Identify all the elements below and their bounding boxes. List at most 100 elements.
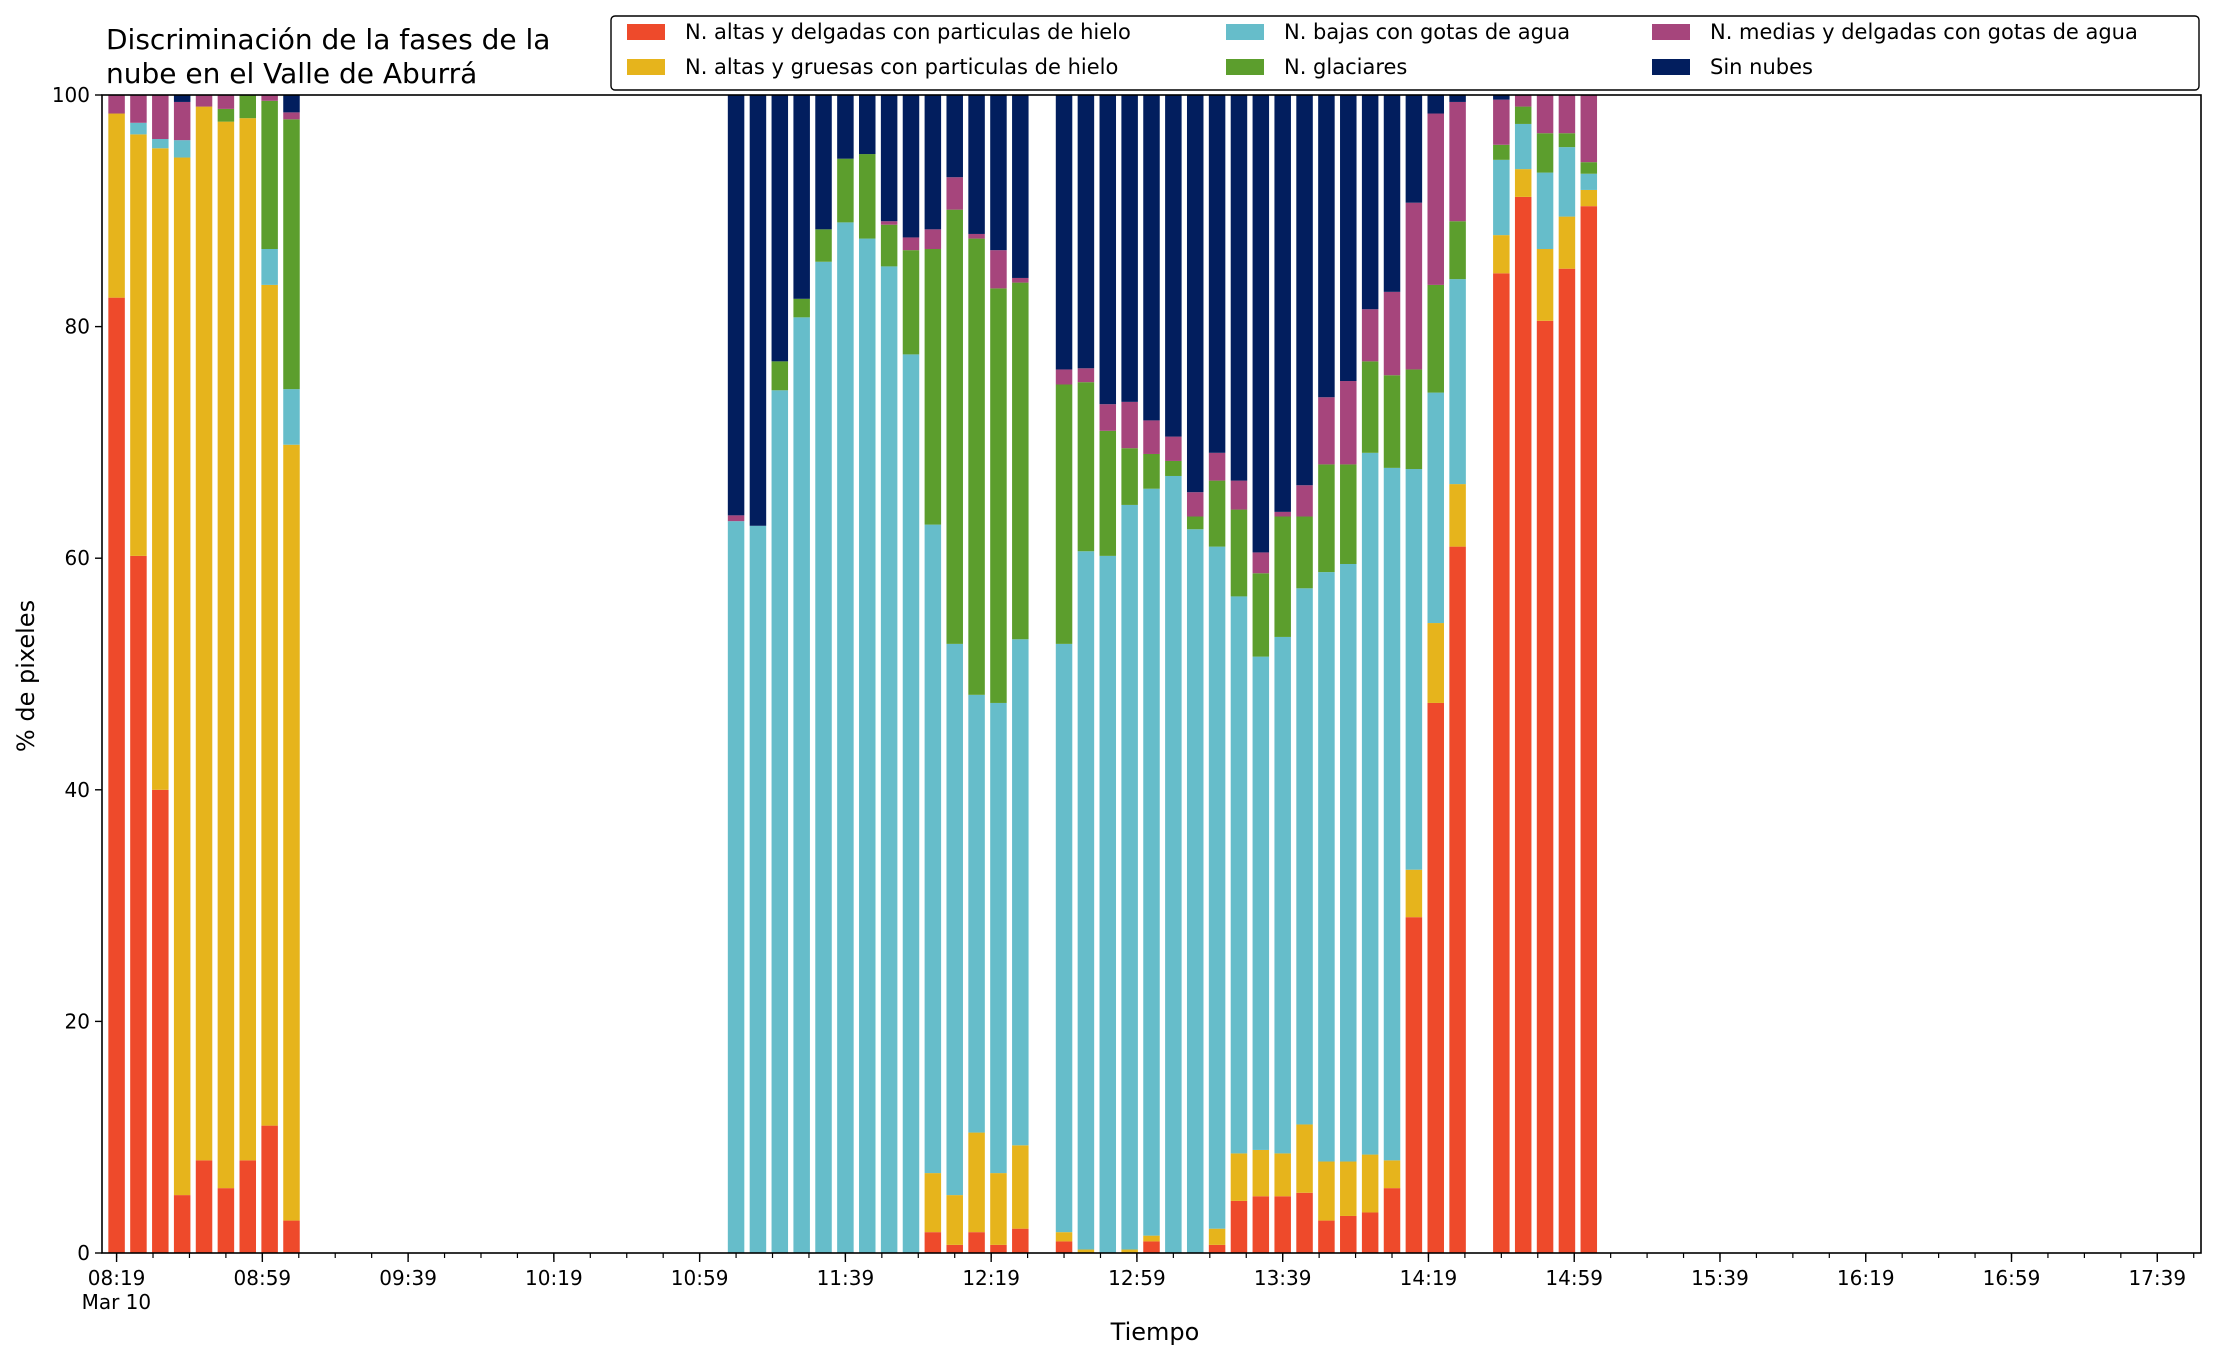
bar-segment-3 xyxy=(880,266,898,1253)
bar-segment-5 xyxy=(1077,368,1095,383)
bar-segment-1 xyxy=(1318,1220,1335,1253)
y-tick-label: 40 xyxy=(65,778,90,802)
bar-segment-5 xyxy=(152,95,169,139)
bar-segment-3 xyxy=(1427,392,1444,624)
bar-segment-3 xyxy=(1580,173,1598,190)
bar-segment-4 xyxy=(1296,516,1313,589)
bar-segment-5 xyxy=(902,237,920,251)
bar-0837 xyxy=(173,95,191,1253)
x-tick-label: 13:39 xyxy=(1254,1266,1312,1290)
bar-segment-4 xyxy=(217,108,235,122)
y-tick-label: 60 xyxy=(65,546,90,570)
y-tick-label: 80 xyxy=(65,315,90,339)
bar-segment-4 xyxy=(815,229,832,262)
bar-segment-5 xyxy=(217,95,235,109)
bar-segment-5 xyxy=(968,233,985,239)
bar-segment-1 xyxy=(108,297,125,1253)
bar-segment-4 xyxy=(1318,464,1335,573)
bar-segment-6 xyxy=(859,95,876,155)
bar-1221 xyxy=(990,95,1007,1253)
legend-label: N. altas y gruesas con particulas de hie… xyxy=(685,55,1118,79)
bar-segment-3 xyxy=(859,238,876,1254)
bar-segment-6 xyxy=(990,95,1007,251)
bar-segment-1 xyxy=(946,1244,963,1253)
y-tick-label: 100 xyxy=(52,83,90,107)
legend-item: N. altas y gruesas con particulas de hie… xyxy=(627,55,1118,79)
bar-segment-6 xyxy=(1077,95,1095,369)
bar-segment-4 xyxy=(1580,162,1598,174)
bar-segment-5 xyxy=(1165,436,1182,461)
legend-swatch xyxy=(627,24,665,40)
bar-segment-3 xyxy=(130,122,147,135)
bar-segment-4 xyxy=(837,158,854,223)
x-tick-label: 14:59 xyxy=(1545,1266,1603,1290)
bar-segment-3 xyxy=(1383,467,1401,1161)
bar-segment-1 xyxy=(1012,1228,1029,1253)
bar-segment-6 xyxy=(946,95,963,178)
bar-segment-5 xyxy=(1361,309,1379,362)
bar-1339 xyxy=(1274,95,1291,1253)
plot-frame xyxy=(101,94,2202,1254)
bar-segment-3 xyxy=(1449,279,1466,485)
bar-segment-4 xyxy=(1230,509,1248,597)
bar-segment-6 xyxy=(924,95,942,230)
bar-segment-1 xyxy=(1405,917,1423,1253)
bar-1133 xyxy=(815,95,832,1253)
bar-segment-2 xyxy=(946,1195,963,1245)
bar-segment-1 xyxy=(152,789,169,1253)
bar-segment-1 xyxy=(283,1220,300,1253)
bar-segment-3 xyxy=(968,694,985,1133)
legend-item: N. altas y delgadas con particulas de hi… xyxy=(627,20,1131,44)
bar-segment-2 xyxy=(1361,1154,1379,1213)
bar-segment-2 xyxy=(1514,169,1532,197)
bar-segment-1 xyxy=(1427,702,1444,1253)
bar-segment-3 xyxy=(727,521,745,1253)
bar-segment-2 xyxy=(1208,1228,1226,1245)
bar-segment-5 xyxy=(108,95,125,114)
bar-segment-6 xyxy=(880,95,898,222)
bar-segment-5 xyxy=(1514,95,1532,107)
bar-segment-6 xyxy=(1449,95,1466,102)
bar-segment-4 xyxy=(1514,106,1532,124)
bar-segment-6 xyxy=(173,95,191,102)
bar-1109 xyxy=(727,95,745,1253)
chart-title-line-2: nube en el Valle de Aburrá xyxy=(106,57,477,90)
legend-label: N. glaciares xyxy=(1284,55,1407,79)
bar-1333 xyxy=(1252,95,1270,1253)
bar-segment-6 xyxy=(815,95,832,230)
bar-segment-5 xyxy=(1143,420,1160,454)
bar-segment-1 xyxy=(1340,1215,1357,1253)
bar-segment-2 xyxy=(130,134,147,556)
bar-segment-3 xyxy=(990,702,1007,1174)
bar-0855 xyxy=(239,95,257,1253)
bar-segment-2 xyxy=(1230,1153,1248,1201)
bar-segment-4 xyxy=(946,209,963,644)
bar-1209 xyxy=(946,95,963,1253)
bar-segment-4 xyxy=(1099,430,1117,556)
bar-segment-4 xyxy=(1536,133,1554,173)
bar-segment-2 xyxy=(968,1132,985,1233)
bar-0901 xyxy=(261,95,278,1253)
bar-segment-2 xyxy=(1427,623,1444,703)
bar-segment-5 xyxy=(946,177,963,210)
bar-segment-3 xyxy=(1340,563,1357,1162)
bar-segment-6 xyxy=(1121,95,1138,402)
bar-segment-2 xyxy=(152,148,169,790)
bar-segment-4 xyxy=(1208,480,1226,547)
x-tick-label: 10:19 xyxy=(525,1266,583,1290)
legend-swatch xyxy=(1652,59,1690,75)
bar-segment-3 xyxy=(261,249,278,285)
bar-segment-6 xyxy=(1383,95,1401,292)
bar-segment-2 xyxy=(1121,1249,1138,1253)
bar-segment-5 xyxy=(283,112,300,120)
legend-label: Sin nubes xyxy=(1710,55,1813,79)
bar-1203 xyxy=(924,95,942,1253)
bar-segment-1 xyxy=(173,1195,191,1253)
bar-0819 xyxy=(108,95,125,1253)
bar-segment-1 xyxy=(1208,1244,1226,1253)
bar-segment-6 xyxy=(749,95,767,526)
bar-1157 xyxy=(902,95,920,1253)
chart-title: Discriminación de la fases de la nube en… xyxy=(106,23,550,90)
bar-segment-2 xyxy=(1580,189,1598,207)
bar-segment-3 xyxy=(924,524,942,1174)
